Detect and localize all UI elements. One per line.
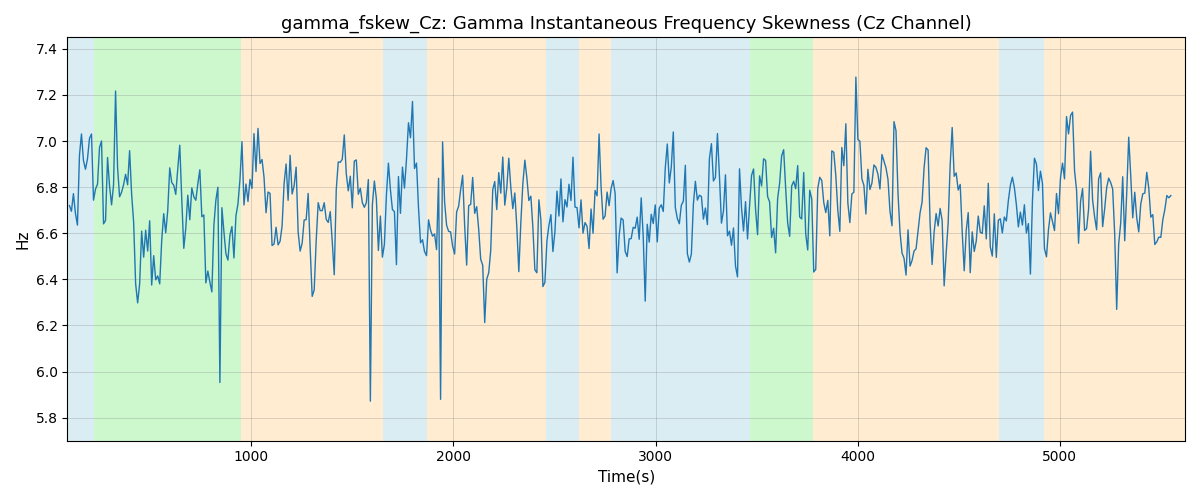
Bar bbox=[750, 38, 814, 440]
X-axis label: Time(s): Time(s) bbox=[598, 470, 655, 485]
Bar bbox=[427, 38, 546, 440]
Bar bbox=[578, 38, 611, 440]
Bar bbox=[383, 38, 427, 440]
Bar bbox=[611, 38, 750, 440]
Title: gamma_fskew_Cz: Gamma Instantaneous Frequency Skewness (Cz Channel): gamma_fskew_Cz: Gamma Instantaneous Freq… bbox=[281, 15, 972, 34]
Bar bbox=[1000, 38, 1044, 440]
Bar bbox=[94, 38, 241, 440]
Y-axis label: Hz: Hz bbox=[16, 230, 30, 249]
Bar bbox=[67, 38, 94, 440]
Bar bbox=[814, 38, 1000, 440]
Bar bbox=[241, 38, 383, 440]
Bar bbox=[1044, 38, 1186, 440]
Bar bbox=[546, 38, 578, 440]
